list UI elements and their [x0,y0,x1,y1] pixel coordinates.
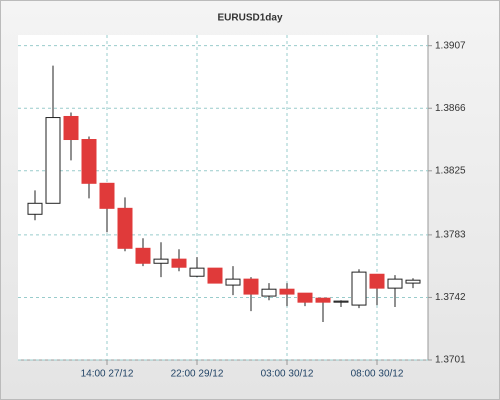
candle-body [81,139,97,184]
candle-body [63,115,79,141]
candle-body [351,271,367,306]
plot-area [18,35,428,360]
y-tick-label: 1.3783 [435,230,466,241]
candle-body [369,273,385,289]
y-tick-label: 1.3907 [435,40,466,51]
candle-body [189,267,205,277]
candle-body [153,258,169,264]
candle-body [315,297,331,303]
candle-body [261,288,277,297]
y-tick-label: 1.3825 [435,165,466,176]
candle-body [387,278,403,289]
x-tick-label: 08:00 30/12 [351,369,404,380]
candle-body [117,207,133,249]
candle-body [279,288,295,295]
x-tick-label: 22:00 29/12 [171,369,224,380]
candle-body [207,267,223,284]
x-tick-label: 14:00 27/12 [81,369,134,380]
candle-body [135,247,151,264]
y-tick-label: 1.3742 [435,292,466,303]
candle-body [225,278,241,286]
candle-body [405,279,421,284]
chart-title: EURUSD1day [217,13,282,24]
candle-body [27,202,43,215]
y-tick-label: 1.3701 [435,355,466,366]
candle-body [171,258,187,268]
candle-body [333,300,349,303]
candle-body [297,292,313,303]
candle-body [45,117,61,204]
x-tick-label: 03:00 30/12 [261,369,314,380]
candle-body [99,182,115,209]
y-tick-label: 1.3866 [435,103,466,114]
candle-body [243,278,259,295]
